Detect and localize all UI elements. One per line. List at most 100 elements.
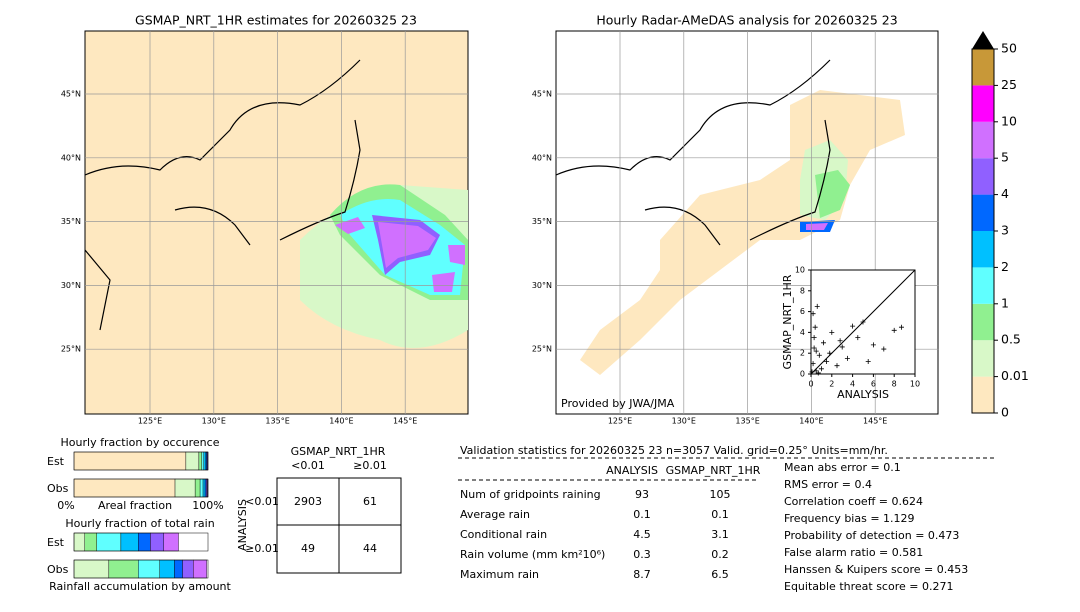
y-tick-label: 6: [800, 307, 805, 316]
colorbar-segment: [972, 85, 994, 122]
colorbar-label: 0: [1001, 405, 1009, 420]
fraction-segment: [202, 478, 206, 498]
colorbar-label: 0.5: [1001, 332, 1021, 347]
fraction-segment: [185, 451, 200, 471]
map-title: GSMAP_NRT_1HR estimates for 20260325 23: [135, 13, 417, 28]
colorbar-segment: [972, 267, 994, 304]
colorbar-label: 5: [1001, 150, 1009, 165]
row-label: Obs: [47, 563, 69, 576]
x-tick-label: 2: [829, 380, 834, 389]
score: Mean abs error = 0.1: [784, 461, 901, 474]
x-axis-label: ANALYSIS: [837, 388, 889, 401]
stat-value: 0.1: [711, 508, 729, 521]
colorbar-segment: [972, 231, 994, 268]
stat-value: 105: [710, 488, 731, 501]
colorbar-extend: [972, 31, 994, 49]
colorbar-label: 25: [1001, 77, 1017, 92]
colorbar-segment: [972, 194, 994, 231]
stat-value: 0.1: [633, 508, 651, 521]
colorbar-segment: [972, 340, 994, 377]
fraction-segment: [138, 532, 151, 552]
lat-label: 40°N: [532, 153, 552, 162]
cell: 2903: [294, 495, 322, 508]
fraction-segment: [84, 532, 97, 552]
stat-label: Rain volume (mm km²10⁶): [460, 548, 605, 561]
fraction-segment: [194, 478, 201, 498]
row-label: Obs: [47, 482, 69, 495]
point: [824, 359, 830, 365]
score: Probability of detection = 0.473: [784, 529, 959, 542]
point: [898, 324, 904, 330]
fraction-segment: [174, 478, 196, 498]
point: [834, 363, 840, 369]
point: [810, 361, 816, 367]
colorbar-label: 0.01: [1001, 368, 1029, 383]
contingency-table: GSMAP_NRT_1HR <0.01 ≥0.01 ANALYSIS <0.01…: [236, 445, 402, 574]
stat-value: 6.5: [711, 568, 729, 581]
y-tick-label: 4: [800, 328, 805, 337]
scatter: 0 2 4 6 8 10 0 2 4 6 8 10: [795, 266, 920, 389]
lat-label: 25°N: [532, 345, 552, 354]
row-title: ANALYSIS: [236, 499, 249, 551]
lon-label: 140°E: [329, 417, 353, 426]
score: False alarm ratio = 0.581: [784, 546, 923, 559]
colorbar-label: 3: [1001, 223, 1009, 238]
x-tick-label: 10: [910, 380, 920, 389]
stat-label: Average rain: [460, 508, 530, 521]
x-tick-label: 0: [808, 380, 813, 389]
lon-label: 135°E: [735, 417, 759, 426]
point: [812, 324, 818, 330]
point: [814, 303, 820, 309]
point: [827, 350, 833, 356]
colorbar-label: 10: [1001, 113, 1017, 128]
fraction-segment: [73, 478, 176, 498]
lat-label: 35°N: [61, 217, 81, 226]
cell: 44: [363, 542, 377, 555]
point: [881, 346, 887, 352]
stat-value: 8.7: [633, 568, 651, 581]
cell: 61: [363, 495, 377, 508]
fraction-segment: [199, 478, 204, 498]
colorbar-label: 1: [1001, 295, 1009, 310]
col-label: GSMAP_NRT_1HR: [666, 464, 761, 477]
fraction-segment: [73, 451, 187, 471]
point: [816, 352, 822, 358]
rain-area: [432, 245, 465, 292]
fraction-segment: [159, 559, 175, 579]
lat-label: 30°N: [61, 281, 81, 290]
point: [837, 338, 843, 344]
lon-label: 130°E: [202, 417, 226, 426]
fraction-segment: [108, 559, 139, 579]
stat-value: 0.2: [711, 548, 729, 561]
point: [813, 348, 819, 354]
credit: Provided by JWA/JMA: [561, 397, 675, 410]
fraction-segment: [163, 532, 179, 552]
bar-frame: [73, 532, 209, 552]
row-label: Est: [47, 536, 65, 549]
colorbar-segment: [972, 158, 994, 195]
colorbar-label: 4: [1001, 186, 1009, 201]
left-map: 45°N 40°N 35°N 30°N 25°N 125°E 130°E 135°E 140°E…: [61, 13, 469, 426]
point: [809, 369, 815, 375]
col-label: ANALYSIS: [606, 464, 658, 477]
lat-label: 25°N: [61, 345, 81, 354]
stats-header: Validation statistics for 20260325 23 n=…: [460, 444, 888, 457]
point: [891, 327, 897, 333]
cell: 49: [301, 542, 315, 555]
point: [810, 311, 816, 317]
point: [850, 323, 856, 329]
colorbar-label: 50: [1001, 41, 1017, 56]
lon-label: 135°E: [265, 417, 289, 426]
fraction-segment: [96, 532, 122, 552]
point: [818, 366, 824, 372]
lon-label: 125°E: [138, 417, 162, 426]
y-axis-label: GSMAP_NRT_1HR: [781, 274, 794, 369]
rain-area: [378, 222, 436, 268]
lon-label: 130°E: [672, 417, 696, 426]
col-label: ≥0.01: [353, 459, 387, 472]
x-tick-label: 8: [892, 380, 897, 389]
fraction-segment: [201, 451, 205, 471]
map-grid: 45°N 40°N 35°N 30°N 25°N 125°E 130°E 135°E 140°E…: [532, 31, 939, 426]
point: [820, 340, 826, 346]
